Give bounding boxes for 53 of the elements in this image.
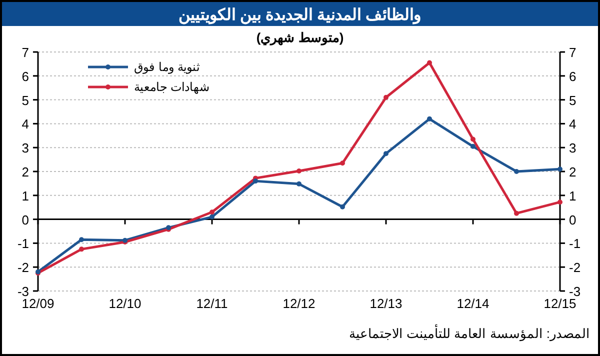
x-tick-label: 12/09 <box>22 296 54 311</box>
y2-tick-label: 2 <box>569 164 576 180</box>
y-tick-label: 5 <box>22 92 29 108</box>
subtitle: (متوسط شهري) <box>256 30 344 45</box>
point <box>340 160 345 166</box>
x-tick-label: 12/14 <box>456 296 490 311</box>
y2-tick-label: 7 <box>569 45 576 60</box>
x-tick-label: 12/10 <box>108 296 142 311</box>
point <box>210 210 214 215</box>
point <box>384 151 388 156</box>
point <box>340 204 345 210</box>
y2-tick-label: 4 <box>569 116 576 132</box>
y-tick-label: 6 <box>22 68 29 84</box>
y2-tick-label: 5 <box>569 92 576 108</box>
point <box>558 200 562 205</box>
y-tick-label: 2 <box>22 164 29 180</box>
title: والظائف المدنية الجديدة بين الكويتيين <box>178 7 422 24</box>
point <box>558 166 562 172</box>
point <box>296 168 302 174</box>
legend-label: شهادات جامعية <box>134 80 210 94</box>
point <box>514 169 519 174</box>
y2-tick-label: -2 <box>569 260 581 276</box>
y2-tick-label: -1 <box>569 236 581 252</box>
point <box>470 136 476 142</box>
x-tick-label: 12/15 <box>544 296 576 311</box>
x-tick-label: 12/13 <box>370 296 402 311</box>
point <box>427 60 432 66</box>
y-tick-label: 0 <box>22 212 29 228</box>
point <box>470 144 476 149</box>
point <box>514 210 519 216</box>
point <box>427 116 432 122</box>
x-tick-label: 12/11 <box>196 296 228 311</box>
y-tick-label: -2 <box>17 260 29 276</box>
y-tick-label: 4 <box>22 116 29 132</box>
y2-tick-label: 3 <box>569 140 576 156</box>
y2-tick-label: -3 <box>569 284 581 299</box>
y2-tick-label: 1 <box>569 188 576 204</box>
point <box>210 214 214 220</box>
y-tick-label: 7 <box>22 45 29 60</box>
point <box>384 94 388 100</box>
y2-tick-label: 6 <box>569 68 576 84</box>
point <box>79 246 84 252</box>
y2-tick-label: 0 <box>569 212 576 228</box>
y-tick-label: 3 <box>22 140 29 156</box>
point <box>296 181 302 186</box>
annotation: المصدر: المؤسسة العامة للتأمينت الاجتماعية <box>348 326 590 341</box>
y-tick-label: -1 <box>17 236 29 252</box>
y-tick-label: -3 <box>17 284 29 299</box>
y-tick-label: 1 <box>22 188 29 204</box>
x-tick-label: 12/12 <box>282 296 316 311</box>
point <box>79 237 84 242</box>
point <box>253 178 258 184</box>
legend-label: ثنوية وما فوق <box>134 60 200 74</box>
